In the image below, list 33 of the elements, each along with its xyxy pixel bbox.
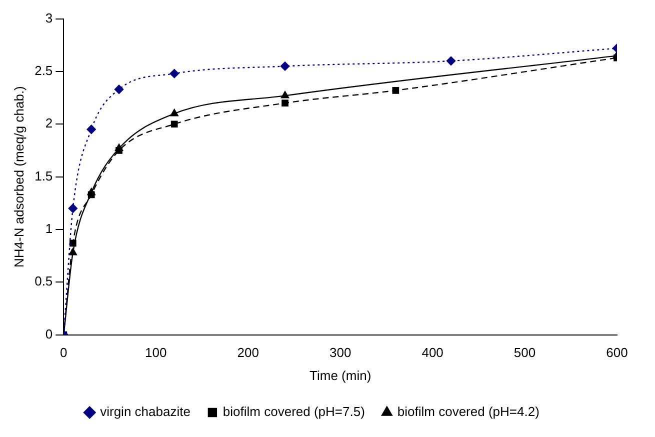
legend-label: biofilm covered (pH=4.2) xyxy=(397,404,540,420)
x-tick-label: 300 xyxy=(329,345,352,360)
y-tick-label: 0 xyxy=(45,326,53,342)
point xyxy=(69,240,76,247)
x-tick-label: 600 xyxy=(606,345,628,360)
legend-label: biofilm covered (pH=7.5) xyxy=(222,404,365,420)
point xyxy=(446,56,456,66)
point xyxy=(68,204,78,213)
x-tick-label: 400 xyxy=(422,345,444,360)
point xyxy=(86,124,96,134)
y-tick-label: 1 xyxy=(45,221,53,236)
point xyxy=(282,100,288,106)
y-tick-label: 3 xyxy=(45,10,53,26)
point xyxy=(170,120,178,128)
legend-label: virgin chabazite xyxy=(100,404,190,420)
y-tick-label: 0.5 xyxy=(34,274,53,289)
x-tick-label: 500 xyxy=(514,345,536,360)
point xyxy=(392,87,400,94)
x-tick-label: 100 xyxy=(145,345,167,360)
point xyxy=(88,191,95,198)
point xyxy=(280,62,290,71)
x-tick-label: 0 xyxy=(60,345,68,360)
x-axis-title: Time (min) xyxy=(310,368,372,383)
point xyxy=(170,68,179,78)
y-tick-label: 2 xyxy=(45,116,53,131)
y-axis-title: NH4-N adsorbed (meq/g chab.) xyxy=(11,86,26,268)
point xyxy=(114,84,124,94)
y-tick-label: 1.5 xyxy=(34,168,53,184)
y-tick-label: 2.5 xyxy=(34,63,53,78)
point xyxy=(170,109,178,116)
point xyxy=(116,147,122,154)
x-tick-label: 200 xyxy=(237,345,259,360)
point xyxy=(280,91,290,98)
